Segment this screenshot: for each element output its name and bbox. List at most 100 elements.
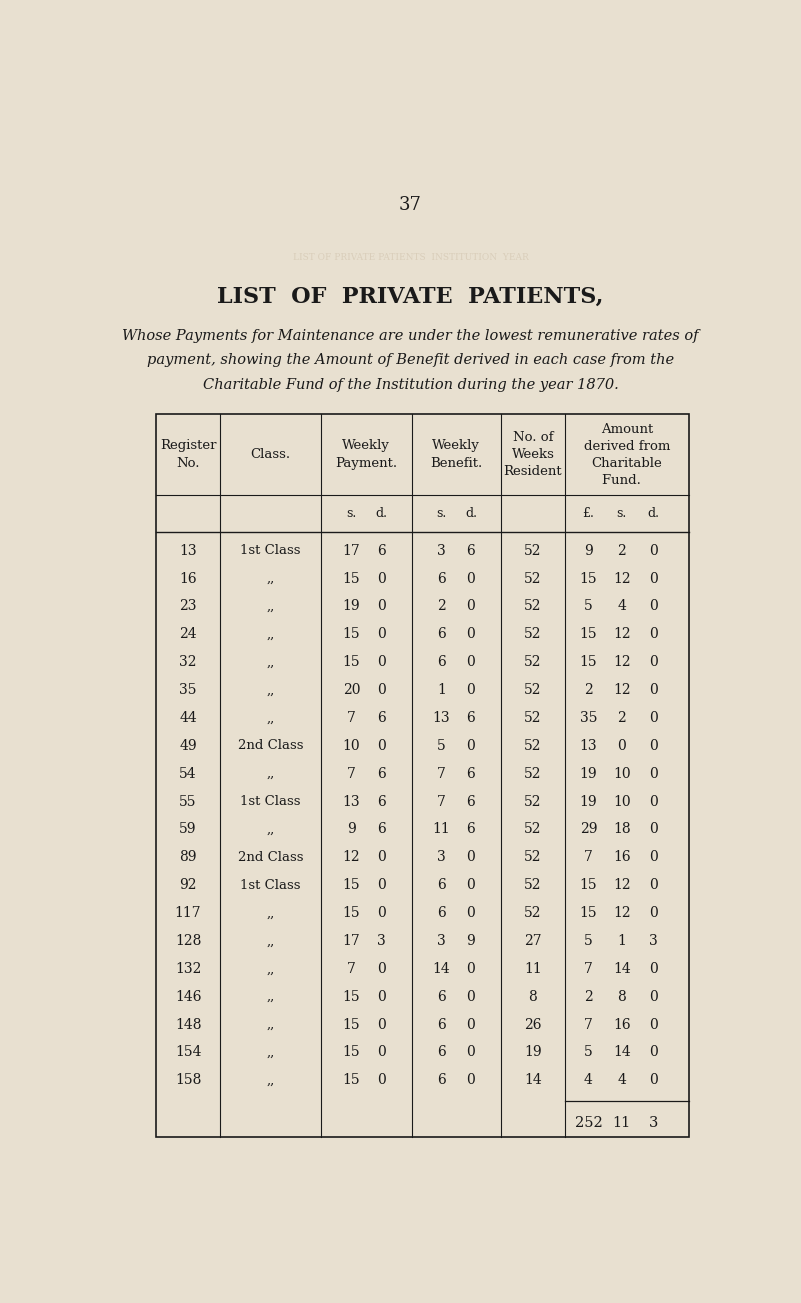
Text: 0: 0 — [467, 878, 475, 893]
Text: 49: 49 — [179, 739, 197, 753]
Text: 13: 13 — [343, 795, 360, 809]
Text: ,,: ,, — [267, 1018, 275, 1031]
Text: 0: 0 — [649, 543, 658, 558]
Text: 7: 7 — [584, 1018, 593, 1032]
Text: 6: 6 — [376, 795, 385, 809]
Text: 0: 0 — [649, 990, 658, 1003]
Text: 252: 252 — [574, 1115, 602, 1130]
Text: 2: 2 — [618, 711, 626, 724]
Text: 2: 2 — [584, 683, 593, 697]
Text: 2nd Class: 2nd Class — [238, 851, 304, 864]
Text: 18: 18 — [613, 822, 630, 837]
Text: 15: 15 — [343, 1045, 360, 1059]
Text: 0: 0 — [376, 906, 385, 920]
Text: 0: 0 — [467, 599, 475, 614]
Text: 6: 6 — [376, 822, 385, 837]
Text: 23: 23 — [179, 599, 197, 614]
Text: 7: 7 — [584, 962, 593, 976]
Text: 35: 35 — [179, 683, 197, 697]
Text: 0: 0 — [649, 1074, 658, 1087]
Text: 13: 13 — [433, 711, 450, 724]
Text: 0: 0 — [376, 1074, 385, 1087]
Text: ,,: ,, — [267, 767, 275, 780]
Text: 1st Class: 1st Class — [240, 545, 301, 558]
Text: 15: 15 — [343, 878, 360, 893]
Text: 15: 15 — [343, 1074, 360, 1087]
Text: 12: 12 — [613, 627, 630, 641]
Text: 2: 2 — [584, 990, 593, 1003]
Text: 0: 0 — [649, 572, 658, 585]
Text: 89: 89 — [179, 851, 197, 864]
Text: ,,: ,, — [267, 934, 275, 947]
Text: 13: 13 — [580, 739, 598, 753]
Text: 8: 8 — [618, 990, 626, 1003]
Text: 0: 0 — [649, 766, 658, 780]
Text: 10: 10 — [613, 766, 630, 780]
Text: 15: 15 — [343, 906, 360, 920]
Text: 37: 37 — [399, 197, 422, 215]
Text: 19: 19 — [524, 1045, 541, 1059]
Bar — [156, 414, 689, 1136]
Text: 17: 17 — [343, 934, 360, 947]
Text: 0: 0 — [376, 851, 385, 864]
Text: 19: 19 — [580, 766, 598, 780]
Text: ,,: ,, — [267, 572, 275, 585]
Text: 0: 0 — [649, 655, 658, 670]
Text: 0: 0 — [376, 572, 385, 585]
Text: 52: 52 — [524, 878, 541, 893]
Text: 0: 0 — [467, 962, 475, 976]
Text: 3: 3 — [376, 934, 385, 947]
Text: 6: 6 — [467, 711, 475, 724]
Text: 27: 27 — [524, 934, 541, 947]
Text: 12: 12 — [613, 878, 630, 893]
Text: LIST  OF  PRIVATE  PATIENTS,: LIST OF PRIVATE PATIENTS, — [217, 285, 604, 308]
Text: 20: 20 — [343, 683, 360, 697]
Text: 52: 52 — [524, 851, 541, 864]
Text: ,,: ,, — [267, 1074, 275, 1087]
Text: 5: 5 — [437, 739, 446, 753]
Text: 3: 3 — [437, 543, 446, 558]
Text: 0: 0 — [376, 739, 385, 753]
Text: 15: 15 — [580, 572, 598, 585]
Text: Whose Payments for Maintenance are under the lowest remunerative rates of: Whose Payments for Maintenance are under… — [123, 328, 698, 343]
Text: 12: 12 — [343, 851, 360, 864]
Text: 0: 0 — [467, 683, 475, 697]
Text: 15: 15 — [343, 627, 360, 641]
Text: 128: 128 — [175, 934, 201, 947]
Text: 7: 7 — [437, 795, 446, 809]
Text: 11: 11 — [524, 962, 541, 976]
Text: 16: 16 — [179, 572, 197, 585]
Text: 0: 0 — [376, 990, 385, 1003]
Text: 11: 11 — [433, 822, 450, 837]
Text: 0: 0 — [649, 851, 658, 864]
Text: 92: 92 — [179, 878, 197, 893]
Text: Charitable Fund of the Institution during the year 1870.: Charitable Fund of the Institution durin… — [203, 378, 618, 392]
Text: 0: 0 — [467, 1045, 475, 1059]
Text: 0: 0 — [467, 990, 475, 1003]
Text: 6: 6 — [376, 711, 385, 724]
Text: 17: 17 — [343, 543, 360, 558]
Text: 12: 12 — [613, 572, 630, 585]
Text: 6: 6 — [437, 1045, 446, 1059]
Text: 0: 0 — [467, 739, 475, 753]
Text: d.: d. — [647, 507, 659, 520]
Text: 52: 52 — [524, 572, 541, 585]
Text: 15: 15 — [580, 627, 598, 641]
Text: 0: 0 — [467, 1018, 475, 1032]
Text: 13: 13 — [179, 543, 197, 558]
Text: ,,: ,, — [267, 907, 275, 920]
Text: 6: 6 — [376, 766, 385, 780]
Text: s.: s. — [437, 507, 447, 520]
Text: 44: 44 — [179, 711, 197, 724]
Text: 12: 12 — [613, 906, 630, 920]
Text: 6: 6 — [437, 655, 446, 670]
Text: 15: 15 — [580, 655, 598, 670]
Text: 52: 52 — [524, 627, 541, 641]
Text: 4: 4 — [618, 1074, 626, 1087]
Text: ,,: ,, — [267, 684, 275, 697]
Text: s.: s. — [617, 507, 627, 520]
Text: 2nd Class: 2nd Class — [238, 739, 304, 752]
Text: 24: 24 — [179, 627, 197, 641]
Text: ,,: ,, — [267, 990, 275, 1003]
Text: 26: 26 — [524, 1018, 541, 1032]
